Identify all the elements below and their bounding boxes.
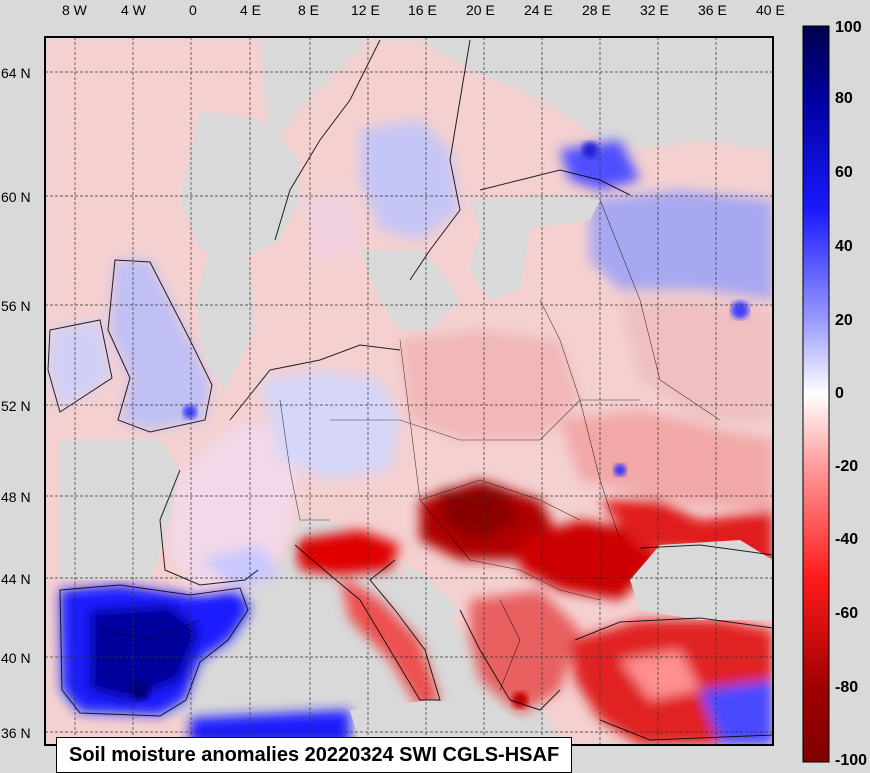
lon-label-0: 0 — [189, 2, 197, 18]
country-borders — [99, 199, 721, 691]
lon-label-4e: 4 E — [240, 2, 262, 18]
graticule — [45, 37, 773, 745]
north-sea — [195, 250, 255, 390]
colorbar-tick-minus20: -20 — [835, 458, 859, 475]
map-title: Soil moisture anomalies 20220324 SWI CGL… — [56, 737, 573, 773]
coastlines — [47, 39, 773, 741]
lon-label-16e: 16 E — [408, 2, 437, 18]
lat-label-52n: 52 N — [1, 398, 31, 414]
adriatic-sea — [400, 560, 460, 620]
land-anomaly-field — [45, 37, 773, 745]
mediterranean-west — [240, 600, 360, 700]
lon-label-8w: 8 W — [62, 2, 87, 18]
lat-label-56n: 56 N — [1, 298, 31, 314]
lon-label-36e: 36 E — [698, 2, 727, 18]
colorbar-tick-minus100: -100 — [835, 752, 868, 769]
lon-label-24e: 24 E — [524, 2, 553, 18]
lon-label-8e: 8 E — [298, 2, 320, 18]
lat-label-60n: 60 N — [1, 189, 31, 205]
colorbar — [802, 25, 830, 763]
bay-of-biscay — [60, 440, 180, 580]
baltic-sea — [360, 250, 460, 330]
norwegian-sea — [180, 110, 300, 260]
lat-label-64n: 64 N — [1, 65, 31, 81]
colorbar-tick-0: 0 — [835, 385, 844, 402]
lon-label-40e: 40 E — [756, 2, 785, 18]
lat-label-44n: 44 N — [1, 571, 31, 587]
gulf-of-finland — [470, 195, 600, 230]
lon-label-12e: 12 E — [351, 2, 380, 18]
colorbar-tick-100: 100 — [835, 19, 862, 36]
lat-label-40n: 40 N — [1, 650, 31, 666]
colorbar-tick-60: 60 — [835, 164, 853, 181]
lat-label-48n: 48 N — [1, 489, 31, 505]
colorbar-tick-20: 20 — [835, 312, 853, 329]
lon-label-28e: 28 E — [582, 2, 611, 18]
colorbar-tick-80: 80 — [835, 90, 853, 107]
colorbar-tick-minus80: -80 — [835, 679, 859, 696]
black-sea — [630, 540, 773, 620]
lat-label-36n: 36 N — [1, 725, 31, 741]
colorbar-tick-minus40: -40 — [835, 531, 859, 548]
colorbar-tick-minus60: -60 — [835, 605, 859, 622]
lon-label-4w: 4 W — [121, 2, 146, 18]
lon-label-20e: 20 E — [466, 2, 495, 18]
colorbar-tick-40: 40 — [835, 238, 853, 255]
lon-label-32e: 32 E — [640, 2, 669, 18]
